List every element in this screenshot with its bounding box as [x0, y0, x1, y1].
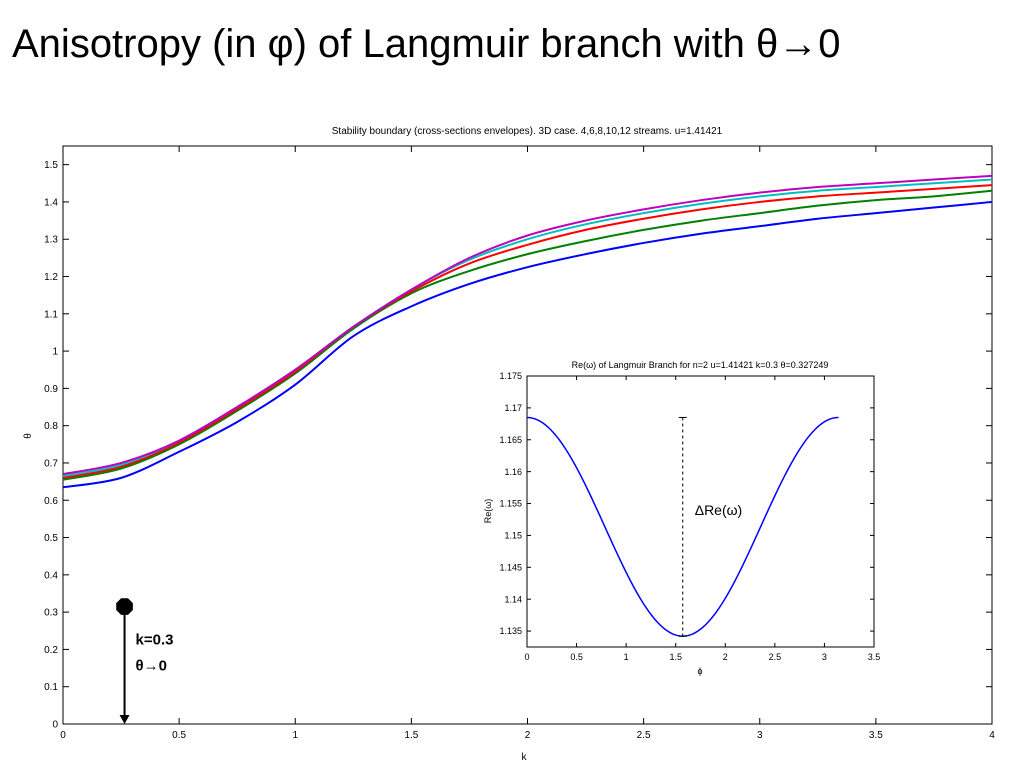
main-annotation: k=0.3 θ→0	[116, 598, 174, 724]
delta-re-omega-label: ΔRe(ω)	[695, 502, 743, 518]
main-ytick-label: 1.2	[44, 272, 58, 283]
main-ytick-label: 1.3	[44, 235, 58, 246]
main-ytick-label: 1.1	[44, 309, 58, 320]
inset-xtick-label: 1	[624, 652, 629, 662]
marker-label-theta: θ→0	[136, 658, 167, 675]
main-chart-title: Stability boundary (cross-sections envel…	[332, 126, 723, 137]
main-series	[62, 174, 993, 489]
main-xtick-label: 3	[757, 730, 763, 741]
main-y-label: θ	[23, 433, 34, 439]
inset-x-label: ϕ	[697, 666, 702, 676]
inset-ytick-label: 1.135	[499, 626, 522, 636]
main-ytick-label: 0.4	[44, 570, 58, 581]
inset-xtick-label: 2	[723, 652, 728, 662]
main-ytick-label: 1	[52, 347, 58, 358]
inset-xtick-label: 3	[822, 652, 827, 662]
inset-ticks: 0 0.5 1 1.5 2 2.5 3 3.5 1.135 1.14 1.145 1.15 1.155 1…	[499, 371, 880, 662]
inset-y-label: Re(ω)	[483, 499, 493, 524]
inset-xtick-label: 0	[524, 652, 529, 662]
inset-chart: Re(ω) of Langmuir Branch for n=2 u=1.414…	[478, 352, 888, 682]
main-xtick-label: 2.5	[637, 730, 651, 741]
main-ytick-label: 0.8	[44, 421, 58, 432]
main-xtick-label: 0	[60, 730, 66, 741]
main-series-line-1	[62, 200, 993, 489]
inset-ytick-label: 1.16	[504, 467, 522, 477]
main-xtick-label: 1	[292, 730, 298, 741]
inset-xtick-label: 2.5	[769, 652, 782, 662]
main-xtick-label: 0.5	[172, 730, 186, 741]
main-ytick-label: 0.2	[44, 645, 58, 656]
inset-ytick-label: 1.165	[499, 435, 522, 445]
inset-xtick-label: 1.5	[669, 652, 682, 662]
marker-label-k: k=0.3	[136, 632, 174, 649]
inset-ytick-label: 1.14	[504, 594, 522, 604]
main-ytick-label: 0.9	[44, 384, 58, 395]
main-ticks: 0 0.5 1 1.5 2 2.5 3 3.5 4 0 0.1 0.2 0.3 0.4 0.5 0.6 0.7 0…	[44, 146, 995, 741]
main-series-line-2	[62, 189, 993, 481]
main-ytick-label: 1.4	[44, 197, 58, 208]
inset-ytick-label: 1.145	[499, 562, 522, 572]
inset-xtick-label: 3.5	[868, 652, 881, 662]
main-ytick-label: 0.5	[44, 533, 58, 544]
main-ytick-label: 0.1	[44, 682, 58, 693]
inset-annotation: ΔRe(ω)	[678, 416, 743, 637]
inset-ytick-label: 1.175	[499, 371, 522, 381]
main-ytick-label: 0.6	[44, 496, 58, 507]
marker-arrowhead	[119, 715, 130, 724]
main-xtick-label: 1.5	[404, 730, 418, 741]
marker-octagon	[116, 598, 133, 615]
main-series-line-5	[62, 174, 993, 476]
main-ytick-label: 0.7	[44, 458, 58, 469]
inset-ytick-label: 1.15	[504, 531, 522, 541]
main-ytick-label: 0	[52, 720, 58, 731]
inset-plot-area	[526, 375, 875, 648]
slide-title: Anisotropy (in φ) of Langmuir branch wit…	[12, 22, 841, 66]
main-x-label: k	[522, 752, 528, 763]
main-series-line-3	[62, 184, 993, 479]
inset-xtick-label: 0.5	[570, 652, 583, 662]
inset-ytick-label: 1.155	[499, 499, 522, 509]
main-xtick-label: 2	[525, 730, 531, 741]
inset-ytick-label: 1.17	[504, 403, 522, 413]
main-ytick-label: 0.3	[44, 608, 58, 619]
main-ytick-label: 1.5	[44, 160, 58, 171]
inset-chart-title: Re(ω) of Langmuir Branch for n=2 u=1.414…	[572, 360, 829, 370]
main-xtick-label: 3.5	[869, 730, 883, 741]
main-xtick-label: 4	[989, 730, 995, 741]
